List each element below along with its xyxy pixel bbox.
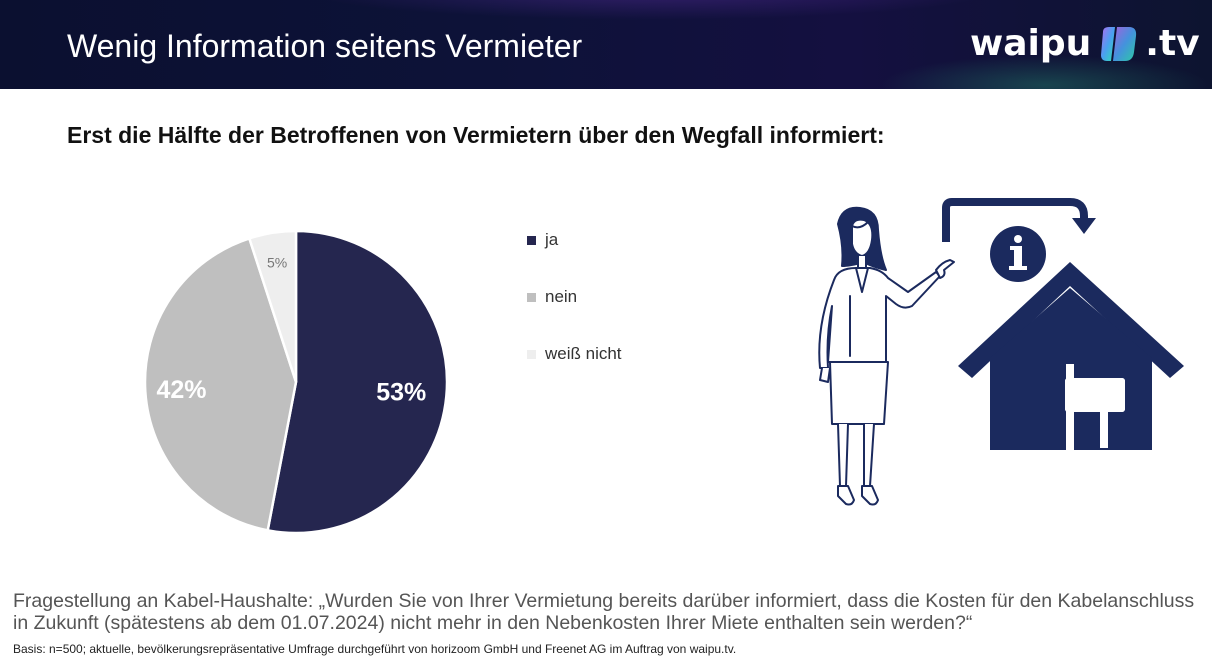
pie-slice-weiss-nicht bbox=[247, 229, 298, 383]
illustration bbox=[818, 198, 1184, 506]
legend-label-ja: ja bbox=[545, 230, 559, 249]
waipu-logo: waipu .tv bbox=[970, 22, 1200, 66]
survey-basis: Basis: n=500; aktuelle, bevölkerungsrepr… bbox=[13, 642, 737, 656]
waipu-logo-icon bbox=[1101, 27, 1137, 61]
logo-text-right: .tv bbox=[1145, 23, 1200, 64]
legend-swatch-weiss-nicht bbox=[527, 349, 536, 359]
pie-slice-ja bbox=[266, 229, 449, 535]
legend-item-nein: nein bbox=[527, 285, 622, 309]
pie-slice-nein bbox=[143, 236, 298, 532]
legend-label-weiss-nicht: weiß nicht bbox=[545, 344, 622, 363]
chart-legend: ja nein weiß nicht bbox=[527, 228, 622, 399]
pie-label-ja: 53% bbox=[376, 379, 426, 407]
chart-subtitle: Erst die Hälfte der Betroffenen von Verm… bbox=[67, 122, 885, 148]
legend-item-ja: ja bbox=[527, 228, 622, 252]
house-icon bbox=[958, 262, 1184, 450]
pie-label-weiss-nicht: 5% bbox=[267, 255, 287, 271]
legend-label-nein: nein bbox=[545, 287, 578, 306]
legend-swatch-nein bbox=[527, 292, 536, 302]
arrow-icon bbox=[942, 198, 1096, 242]
info-icon bbox=[990, 226, 1046, 282]
legend-item-weiss-nicht: weiß nicht bbox=[527, 342, 622, 366]
pie-chart: 53% 42% 5% bbox=[143, 229, 449, 535]
header-banner: Wenig Information seitens Vermieter waip… bbox=[0, 0, 1212, 89]
logo-text-left: waipu bbox=[970, 23, 1092, 64]
pie-label-nein: 42% bbox=[156, 376, 206, 404]
survey-question: Fragestellung an Kabel-Haushalte: „Wurde… bbox=[13, 590, 1195, 634]
page-title: Wenig Information seitens Vermieter bbox=[67, 28, 583, 64]
legend-swatch-ja bbox=[527, 235, 536, 245]
businesswoman-pointing-icon bbox=[818, 206, 955, 506]
